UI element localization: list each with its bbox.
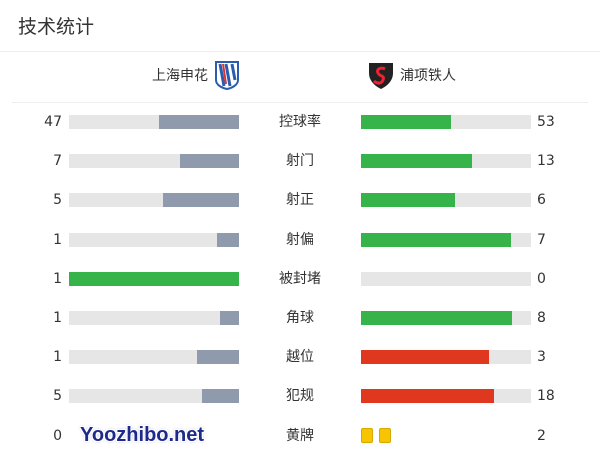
stat-label: 控球率 [279,114,321,130]
watermark: Yoozhibo.net [80,424,205,446]
home-bar-track [69,350,239,364]
away-bar-track [361,154,531,168]
away-yellow-cards [361,428,397,447]
away-bar-fill [361,154,472,168]
home-team-name: 上海申花 [152,68,208,84]
home-value: 47 [44,114,62,130]
away-bar-fill [361,193,455,207]
away-bar-track [361,272,531,286]
stat-row: 1 射偏 7 [0,230,600,250]
home-bar-track [69,233,239,247]
home-team[interactable]: 上海申花 [152,60,240,90]
away-bar-track [361,350,531,364]
away-team-name: 浦项铁人 [400,68,456,84]
home-bar-track [69,272,239,286]
stat-row: 5 射正 6 [0,190,600,210]
home-bar-fill [69,272,239,286]
stat-row-yellow-cards: 0 黄牌 2 [0,426,600,446]
divider [0,51,600,52]
away-bar-track [361,389,531,403]
home-bar-fill [162,193,239,207]
stat-label: 越位 [286,349,314,365]
home-value: 1 [53,349,62,365]
home-value: 7 [53,153,62,169]
away-value: 53 [537,114,555,130]
divider [12,102,588,103]
stat-row: 1 角球 8 [0,308,600,328]
stat-row: 5 犯规 18 [0,386,600,406]
stat-row: 1 被封堵 0 [0,269,600,289]
away-bar-fill [361,350,489,364]
away-value: 13 [537,153,555,169]
home-bar-fill [196,350,239,364]
away-bar-fill [361,311,513,325]
stat-label: 犯规 [286,388,314,404]
away-value: 7 [537,232,546,248]
home-bar-fill [220,311,239,325]
away-bar-track [361,233,531,247]
section-title: 技术统计 [18,16,95,38]
stat-label: 射正 [286,192,314,208]
home-value: 1 [53,271,62,287]
home-bar-fill [216,233,239,247]
home-bar-track [69,154,239,168]
stat-label: 射偏 [286,232,314,248]
away-value: 0 [537,271,546,287]
home-bar-track [69,193,239,207]
pohang-logo-icon [369,63,393,89]
away-value: 18 [537,388,555,404]
yellow-card-icon [379,428,391,443]
home-bar-track [69,389,239,403]
stat-row: 7 射门 13 [0,151,600,171]
home-bar-track [69,115,239,129]
home-value: 1 [53,310,62,326]
home-bar-track [69,311,239,325]
away-value: 2 [537,428,546,444]
stat-row: 1 越位 3 [0,347,600,367]
away-value: 8 [537,310,546,326]
shenhua-logo-icon [215,61,239,90]
home-value: 1 [53,232,62,248]
away-team[interactable]: 浦项铁人 [368,60,456,90]
away-value: 6 [537,192,546,208]
away-value: 3 [537,349,546,365]
home-bar-fill [179,154,239,168]
yellow-card-icon [361,428,373,443]
stat-label: 角球 [286,310,314,326]
home-value: 5 [53,192,62,208]
away-bar-fill [361,115,452,129]
away-bar-fill [361,389,494,403]
away-bar-track [361,115,531,129]
teams-header: 上海申花 浦项铁人 [0,60,600,92]
home-bar-fill [159,115,239,129]
home-value: 0 [53,428,62,444]
stat-row: 47 控球率 53 [0,112,600,132]
home-bar-fill [201,389,239,403]
away-bar-fill [361,233,511,247]
stat-label: 被封堵 [279,271,321,287]
home-value: 5 [53,388,62,404]
stat-label: 射门 [286,153,314,169]
stat-label: 黄牌 [286,428,314,444]
away-bar-track [361,193,531,207]
away-bar-track [361,311,531,325]
